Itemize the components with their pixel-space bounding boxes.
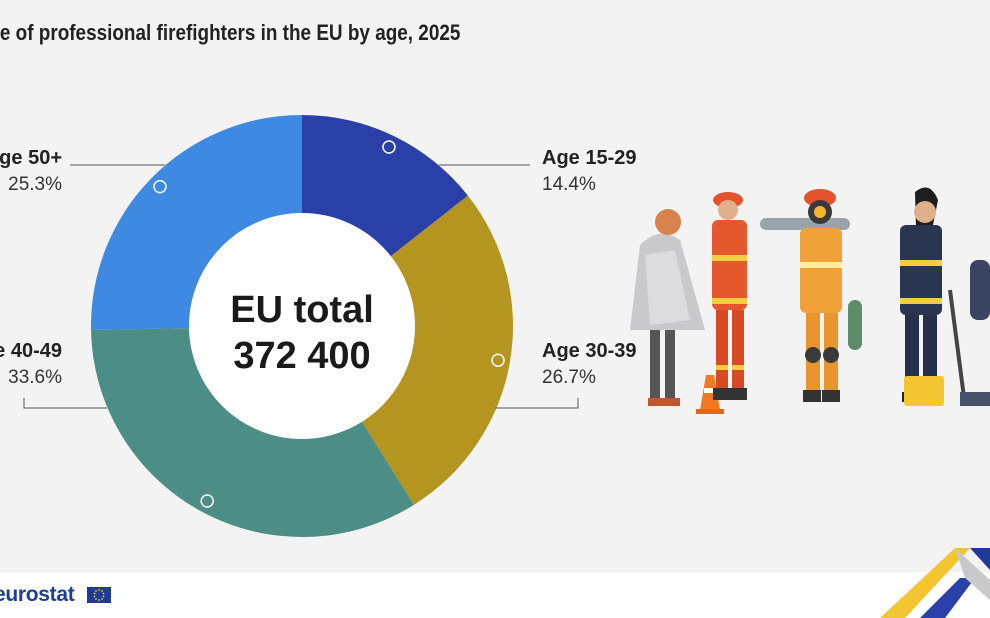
center-label-line1: EU total bbox=[230, 289, 374, 331]
footer-bar bbox=[0, 572, 990, 618]
traffic-cone-figure bbox=[696, 375, 724, 414]
value-age-15-29: 14.4% bbox=[542, 174, 596, 195]
eu-flag-icon bbox=[87, 587, 111, 603]
leader-dot-age-15-29 bbox=[382, 140, 396, 154]
corner-decoration bbox=[880, 548, 990, 618]
chart-title: are of professional firefighters in the … bbox=[0, 20, 461, 45]
firefighter-1-figure bbox=[712, 192, 747, 400]
leader-dot-age-50- bbox=[153, 179, 167, 194]
leader-dot-age-30-39 bbox=[491, 353, 505, 367]
label-age-30-39: Age 30-39 bbox=[542, 340, 637, 362]
leader-dot-age-40-49 bbox=[200, 494, 214, 508]
leader-line-40-49 bbox=[23, 398, 107, 409]
firefighter-3-figure bbox=[900, 187, 990, 406]
leader-dots bbox=[153, 140, 505, 508]
firefighter-2-figure bbox=[760, 189, 862, 402]
donut-chart: EU total 372 400 Age 15-29 14.4% Age 30-… bbox=[0, 115, 637, 537]
label-age-40-49: e 40-49 bbox=[0, 340, 62, 362]
value-age-40-49: 33.6% bbox=[8, 367, 62, 388]
value-age-50plus: 25.3% bbox=[8, 174, 62, 195]
rescued-person-figure bbox=[630, 209, 705, 406]
value-age-30-39: 26.7% bbox=[542, 367, 596, 388]
label-age-50plus: ge 50+ bbox=[0, 147, 62, 169]
eurostat-logo: eurostat bbox=[0, 583, 75, 606]
leader-line-30-39 bbox=[495, 398, 579, 409]
label-age-15-29: Age 15-29 bbox=[542, 147, 637, 169]
center-label-line2: 372 400 bbox=[233, 335, 370, 377]
donut-hole bbox=[189, 213, 415, 439]
firefighters-illustration bbox=[630, 187, 990, 414]
